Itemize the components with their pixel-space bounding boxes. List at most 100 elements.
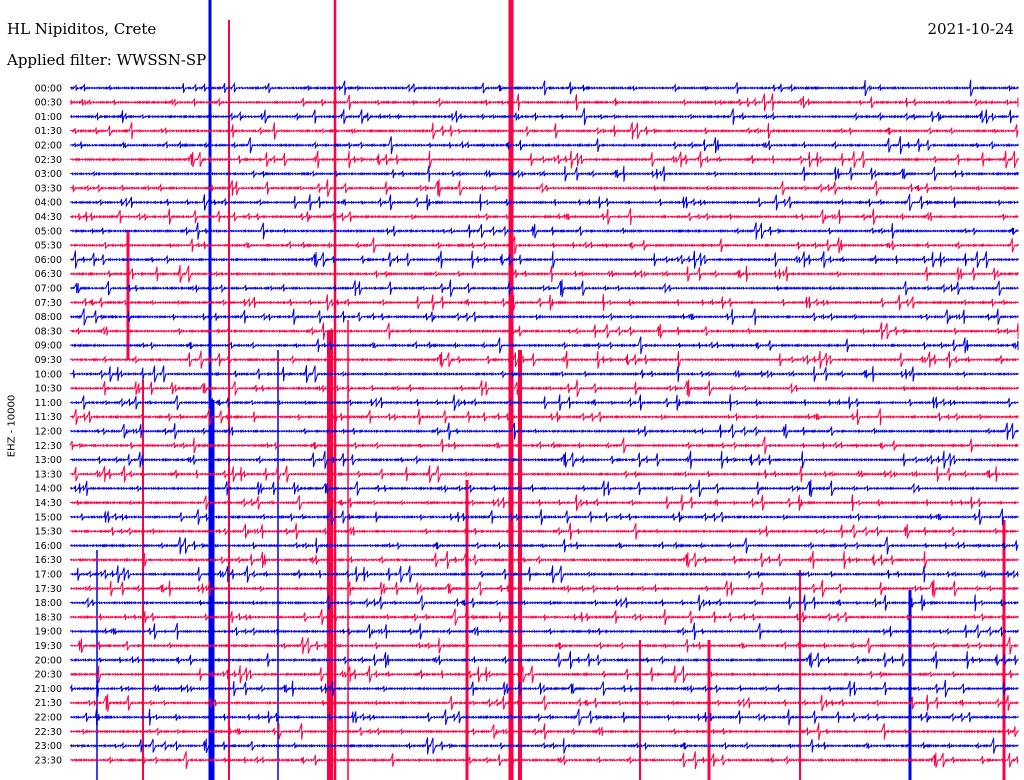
trace-11:30 <box>69 408 1019 426</box>
trace-07:30 <box>69 294 1019 311</box>
time-label: 22:00 <box>35 713 62 724</box>
station-title: HL Nipiditos, Crete <box>7 20 157 38</box>
time-label: 04:00 <box>35 198 62 209</box>
trace-01:00 <box>69 108 1019 126</box>
time-label: 16:00 <box>35 541 62 552</box>
trace-06:00 <box>69 250 1019 269</box>
time-label: 02:00 <box>35 141 62 152</box>
trace-18:00 <box>69 594 1019 612</box>
time-label: 06:00 <box>35 255 62 266</box>
trace-14:00 <box>69 479 1019 498</box>
time-label: 16:30 <box>35 555 62 566</box>
time-label: 01:00 <box>35 112 62 123</box>
time-label: 21:00 <box>35 684 62 695</box>
trace-18:30 <box>69 608 1019 626</box>
trace-02:00 <box>69 136 1019 155</box>
time-label: 13:30 <box>35 469 62 480</box>
time-label: 11:00 <box>35 398 62 409</box>
time-label: 11:30 <box>35 412 62 423</box>
trace-12:30 <box>69 436 1019 455</box>
trace-17:30 <box>69 579 1019 598</box>
time-label: 18:30 <box>35 612 62 623</box>
trace-12:00 <box>69 422 1019 440</box>
traces-layer <box>69 79 1019 770</box>
trace-08:00 <box>69 308 1019 326</box>
trace-05:30 <box>69 236 1019 255</box>
trace-04:30 <box>69 208 1019 226</box>
trace-10:30 <box>69 379 1019 398</box>
trace-11:00 <box>69 394 1019 412</box>
trace-00:00 <box>69 79 1019 97</box>
trace-14:30 <box>69 494 1019 512</box>
trace-01:30 <box>69 122 1019 140</box>
time-label: 14:30 <box>35 498 62 509</box>
time-label: 21:30 <box>35 698 62 709</box>
trace-16:00 <box>69 536 1019 555</box>
time-label: 17:00 <box>35 570 62 581</box>
trace-20:00 <box>69 650 1019 670</box>
time-label: 14:00 <box>35 484 62 495</box>
time-label: 05:00 <box>35 226 62 237</box>
time-label: 23:00 <box>35 741 62 752</box>
time-label: 09:00 <box>35 341 62 352</box>
trace-23:00 <box>69 737 1019 755</box>
time-label: 05:30 <box>35 241 62 252</box>
trace-02:30 <box>69 150 1019 169</box>
trace-16:30 <box>69 550 1019 569</box>
trace-04:00 <box>69 193 1019 211</box>
time-label: 17:30 <box>35 584 62 595</box>
time-label: 22:30 <box>35 727 62 738</box>
trace-15:00 <box>69 508 1019 526</box>
time-label: 19:30 <box>35 641 62 652</box>
trace-10:00 <box>69 365 1019 383</box>
trace-06:30 <box>69 265 1019 283</box>
time-label: 10:30 <box>35 384 62 395</box>
trace-17:00 <box>69 565 1019 584</box>
trace-21:30 <box>69 694 1019 712</box>
trace-19:00 <box>69 622 1019 641</box>
trace-19:30 <box>69 636 1019 655</box>
time-label: 00:30 <box>35 98 62 109</box>
trace-05:00 <box>69 222 1019 240</box>
trace-09:00 <box>69 336 1019 355</box>
trace-03:30 <box>69 179 1019 197</box>
time-label: 23:30 <box>35 755 62 766</box>
trace-03:00 <box>69 165 1019 183</box>
trace-22:00 <box>69 708 1019 726</box>
time-label: 12:30 <box>35 441 62 452</box>
time-label: 08:30 <box>35 326 62 337</box>
trace-08:30 <box>69 322 1019 340</box>
time-label: 01:30 <box>35 126 62 137</box>
trace-21:00 <box>69 679 1019 698</box>
time-label: 02:30 <box>35 155 62 166</box>
time-label: 07:30 <box>35 298 62 309</box>
time-label: 20:00 <box>35 655 62 666</box>
time-labels-layer: 00:00 00:30 01:00 01:30 02:00 02:30 03:00 03:30… <box>35 83 62 766</box>
filter-label: Applied filter: WWSSN-SP <box>7 51 207 69</box>
trace-20:30 <box>69 665 1019 684</box>
time-label: 12:00 <box>35 427 62 438</box>
date-label: 2021-10-24 <box>927 20 1014 38</box>
time-label: 00:00 <box>35 83 62 94</box>
time-label: 06:30 <box>35 269 62 280</box>
time-label: 15:30 <box>35 527 62 538</box>
time-label: 03:30 <box>35 183 62 194</box>
trace-13:00 <box>69 450 1019 469</box>
time-label: 10:00 <box>35 369 62 380</box>
time-label: 18:00 <box>35 598 62 609</box>
time-label: 20:30 <box>35 670 62 681</box>
trace-23:30 <box>69 751 1019 770</box>
time-label: 07:00 <box>35 284 62 295</box>
time-label: 09:30 <box>35 355 62 366</box>
time-label: 13:00 <box>35 455 62 466</box>
time-label: 15:00 <box>35 512 62 523</box>
time-label: 19:00 <box>35 627 62 638</box>
trace-15:30 <box>69 522 1019 540</box>
trace-13:30 <box>69 465 1019 484</box>
trace-00:30 <box>69 93 1019 112</box>
trace-07:00 <box>69 279 1019 298</box>
time-label: 03:00 <box>35 169 62 180</box>
trace-09:30 <box>69 350 1019 369</box>
time-label: 08:00 <box>35 312 62 323</box>
